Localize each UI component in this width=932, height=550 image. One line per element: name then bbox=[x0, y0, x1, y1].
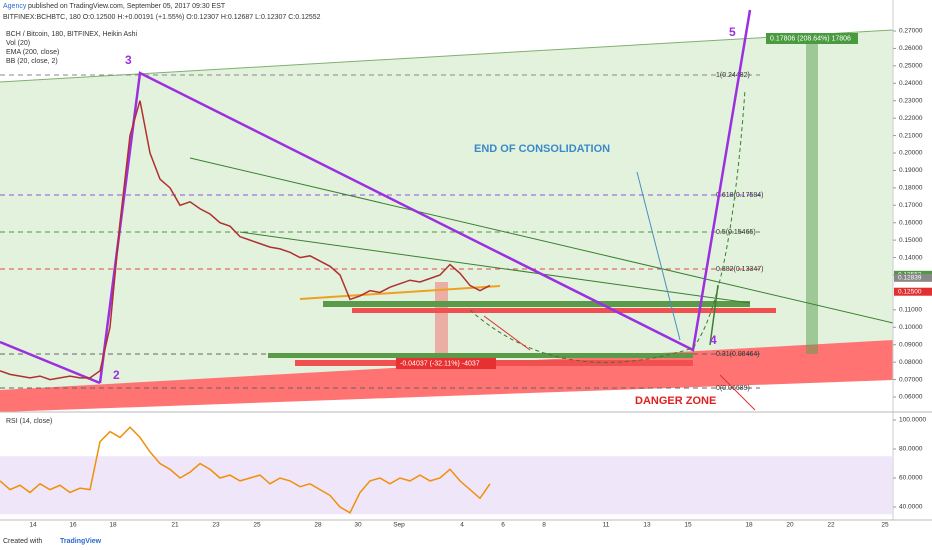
annotation: END OF CONSOLIDATION bbox=[474, 143, 610, 155]
legend-item: BCH / Bitcoin, 180, BITFINEX, Heikin Ash… bbox=[6, 31, 138, 38]
time-label: Sep bbox=[393, 522, 405, 529]
price-tick-label: 0.20000 bbox=[899, 150, 923, 157]
time-label: 14 bbox=[29, 522, 37, 529]
time-label: 22 bbox=[827, 522, 835, 529]
time-label: 30 bbox=[354, 522, 362, 529]
annotation: DANGER ZONE bbox=[635, 395, 716, 407]
trendline bbox=[189, 157, 894, 324]
rsi-tick-label: 80.0000 bbox=[899, 446, 923, 453]
footer-text: Created with bbox=[3, 538, 42, 545]
price-tick-label: 0.22000 bbox=[899, 115, 923, 122]
legend-item: EMA (200, close) bbox=[6, 49, 59, 56]
price-tick-label: 0.10000 bbox=[899, 324, 923, 331]
price-marker bbox=[894, 273, 932, 282]
rsi-title: RSI (14, close) bbox=[6, 418, 52, 425]
time-label: 18 bbox=[109, 522, 117, 529]
time-label: 8 bbox=[542, 522, 546, 529]
footer-brand: TradingView bbox=[60, 538, 102, 545]
price-tick-label: 0.21000 bbox=[899, 132, 923, 139]
rsi-tick-label: 100.0000 bbox=[899, 417, 926, 424]
gain-text: 0.17806 (208.64%) 17806 bbox=[770, 35, 851, 42]
wave-label: 3 bbox=[125, 53, 132, 67]
ema-curve bbox=[299, 285, 501, 300]
time-label: 28 bbox=[314, 522, 322, 529]
arrow bbox=[719, 374, 756, 411]
legend-item: Vol (20) bbox=[6, 40, 30, 47]
time-label: 21 bbox=[171, 522, 179, 529]
time-label: 13 bbox=[643, 522, 651, 529]
price-tick-label: 0.11000 bbox=[899, 307, 922, 314]
fib-label: 0.382(0.13347) bbox=[716, 266, 763, 273]
symbol-line: BITFINEX:BCHBTC, 180 O:0.12500 H:+0.0019… bbox=[3, 14, 321, 21]
fib-label: 0.618(0.17584) bbox=[716, 192, 763, 199]
wave-label: 2 bbox=[113, 368, 120, 382]
support-box bbox=[268, 353, 693, 358]
time-label: 4 bbox=[460, 522, 464, 529]
fib-label: 0.5(0.15465) bbox=[716, 229, 756, 236]
wave-label: 4 bbox=[710, 333, 717, 347]
price-tick-label: 0.14000 bbox=[899, 254, 923, 261]
trendline bbox=[239, 231, 751, 304]
gain-range bbox=[806, 38, 818, 354]
price-marker-label: 0.12839 bbox=[898, 275, 922, 282]
arrow bbox=[709, 284, 719, 346]
price-tick-label: 0.18000 bbox=[899, 185, 923, 192]
arrow bbox=[636, 171, 681, 341]
wave-line bbox=[0, 340, 101, 385]
price-marker-label: 0.12500 bbox=[898, 288, 922, 295]
legend-item: BB (20, close, 2) bbox=[6, 58, 58, 65]
rsi-tick-label: 40.0000 bbox=[899, 504, 923, 511]
gain-box bbox=[766, 33, 858, 44]
price-tick-label: 0.15000 bbox=[899, 237, 923, 244]
loss-range bbox=[435, 282, 448, 355]
wave-label: 5 bbox=[729, 25, 736, 39]
price-tick-label: 0.23000 bbox=[899, 97, 923, 104]
price-tick-label: 0.27000 bbox=[899, 28, 923, 35]
rsi-band bbox=[0, 456, 893, 515]
support-box bbox=[323, 301, 750, 307]
price-tick-label: 0.17000 bbox=[899, 202, 923, 209]
time-label: 6 bbox=[501, 522, 505, 529]
resistance-box bbox=[352, 308, 776, 313]
time-label: 16 bbox=[69, 522, 77, 529]
price-marker bbox=[894, 287, 932, 296]
price-tick-label: 0.09000 bbox=[899, 341, 923, 348]
price-tick-label: 0.07000 bbox=[899, 376, 923, 383]
loss-text: -0.04037 (-32.11%) -4037 bbox=[400, 360, 480, 367]
time-label: 15 bbox=[684, 522, 692, 529]
time-label: 20 bbox=[786, 522, 794, 529]
price-tick-label: 0.25000 bbox=[899, 63, 923, 70]
time-label: 25 bbox=[253, 522, 261, 529]
rsi-tick-label: 60.0000 bbox=[899, 475, 923, 482]
fib-label: 1(0.24482) bbox=[716, 72, 750, 79]
price-tick-label: 0.16000 bbox=[899, 219, 923, 226]
fib-label: 0.31(0.08464) bbox=[716, 351, 760, 358]
price-tick-label: 0.06000 bbox=[899, 394, 923, 401]
arrow bbox=[483, 315, 531, 351]
price-tick-label: 0.26000 bbox=[899, 45, 923, 52]
time-label: 23 bbox=[212, 522, 220, 529]
price-tick-label: 0.08000 bbox=[899, 359, 923, 366]
author: Agency bbox=[3, 3, 27, 10]
published: published on TradingView.com, September … bbox=[28, 3, 226, 10]
price-tick-label: 0.19000 bbox=[899, 167, 923, 174]
time-label: 11 bbox=[603, 522, 610, 529]
price-line bbox=[0, 100, 491, 381]
time-label: 25 bbox=[881, 522, 889, 529]
price-tick-label: 0.24000 bbox=[899, 80, 923, 87]
rsi-line bbox=[0, 426, 491, 514]
loss-box bbox=[396, 358, 496, 369]
time-label: 18 bbox=[745, 522, 753, 529]
